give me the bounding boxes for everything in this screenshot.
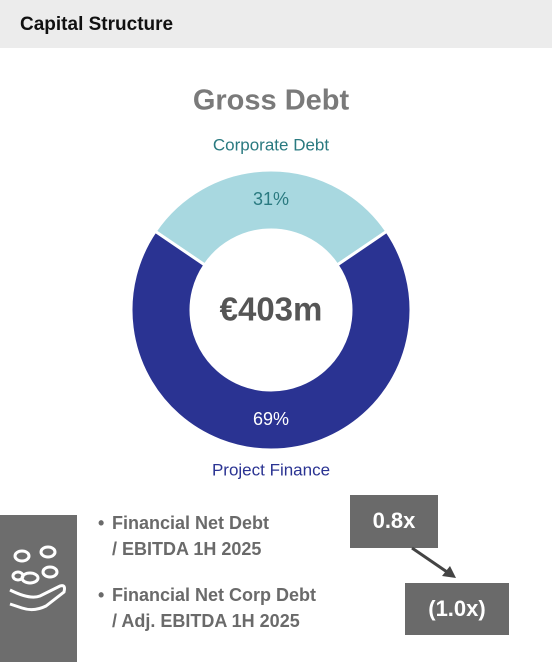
donut-slice xyxy=(153,168,389,268)
value-label: 69% xyxy=(253,409,289,429)
metric-value: (1.0x) xyxy=(428,596,485,621)
metric-value: 0.8x xyxy=(373,508,417,533)
arrow-head xyxy=(442,566,456,578)
value-label: 31% xyxy=(253,189,289,209)
donut-slice xyxy=(129,229,413,452)
header-bar xyxy=(0,0,552,48)
metric-box xyxy=(405,583,509,635)
bullet: • xyxy=(98,513,104,533)
category-label: Project Finance xyxy=(212,460,330,479)
metric-label: Financial Net Debt xyxy=(112,513,269,533)
metric-label: / Adj. EBITDA 1H 2025 xyxy=(112,611,300,631)
bullet: • xyxy=(98,585,104,605)
center-label: €403m xyxy=(220,291,323,328)
metric-box xyxy=(350,495,438,548)
chart-title: Gross Debt xyxy=(193,85,350,117)
donut: 31% 69% xyxy=(129,168,413,452)
header-title: Capital Structure xyxy=(20,14,173,35)
metric-label: Financial Net Corp Debt xyxy=(112,585,316,605)
metric-label: / EBITDA 1H 2025 xyxy=(112,539,261,559)
arrow-line xyxy=(411,546,451,576)
hand-coins-icon xyxy=(9,545,66,612)
category-label: Corporate Debt xyxy=(213,135,330,154)
